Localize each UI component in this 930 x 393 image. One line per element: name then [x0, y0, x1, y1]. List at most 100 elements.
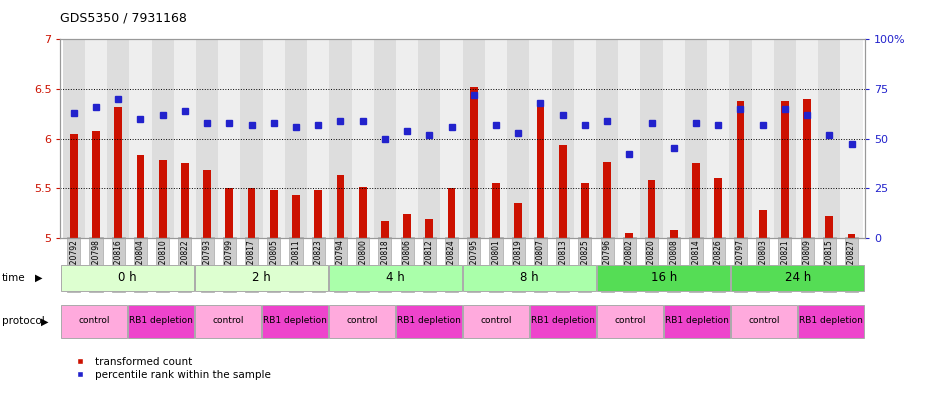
- Bar: [314, 190, 322, 238]
- Text: RB1 depletion: RB1 depletion: [263, 316, 327, 325]
- Text: control: control: [212, 316, 244, 325]
- Bar: [537, 101, 544, 238]
- Bar: [425, 219, 433, 238]
- Text: ▶: ▶: [35, 273, 43, 283]
- Bar: [92, 130, 100, 238]
- Text: RB1 depletion: RB1 depletion: [665, 316, 729, 325]
- Text: RB1 depletion: RB1 depletion: [800, 316, 863, 325]
- Text: 2 h: 2 h: [252, 271, 271, 284]
- Bar: [129, 39, 152, 238]
- Bar: [60, 305, 127, 338]
- Bar: [225, 188, 233, 238]
- Text: time: time: [2, 273, 25, 283]
- Bar: [329, 39, 352, 238]
- Bar: [241, 39, 262, 238]
- Bar: [664, 305, 730, 338]
- Bar: [381, 221, 389, 238]
- Bar: [707, 39, 729, 238]
- Bar: [62, 39, 85, 238]
- Bar: [826, 216, 833, 238]
- Bar: [404, 214, 411, 238]
- Bar: [670, 230, 678, 238]
- Text: RB1 depletion: RB1 depletion: [531, 316, 595, 325]
- Bar: [195, 265, 328, 291]
- Bar: [152, 39, 174, 238]
- Text: control: control: [615, 316, 646, 325]
- Bar: [581, 183, 589, 238]
- Text: protocol: protocol: [2, 316, 45, 326]
- Bar: [396, 305, 462, 338]
- Bar: [159, 160, 166, 238]
- Bar: [114, 107, 122, 238]
- Legend: transformed count, percentile rank within the sample: transformed count, percentile rank withi…: [66, 353, 275, 384]
- Bar: [374, 39, 396, 238]
- Text: 8 h: 8 h: [521, 271, 539, 284]
- Bar: [597, 265, 730, 291]
- Bar: [759, 210, 766, 238]
- Bar: [60, 265, 194, 291]
- Bar: [262, 39, 285, 238]
- Bar: [618, 39, 641, 238]
- Bar: [796, 39, 818, 238]
- Bar: [507, 39, 529, 238]
- Bar: [396, 39, 418, 238]
- Bar: [285, 39, 307, 238]
- Bar: [352, 39, 374, 238]
- Bar: [663, 39, 684, 238]
- Bar: [128, 305, 194, 338]
- Bar: [195, 305, 261, 338]
- Bar: [137, 155, 144, 238]
- Text: control: control: [481, 316, 512, 325]
- Bar: [329, 305, 395, 338]
- Bar: [418, 39, 441, 238]
- Bar: [463, 305, 529, 338]
- Text: 24 h: 24 h: [785, 271, 811, 284]
- Bar: [781, 101, 789, 238]
- Bar: [804, 99, 811, 238]
- Bar: [714, 178, 722, 238]
- Bar: [737, 101, 744, 238]
- Bar: [85, 39, 107, 238]
- Text: control: control: [78, 316, 110, 325]
- Bar: [692, 163, 700, 238]
- Text: RB1 depletion: RB1 depletion: [129, 316, 193, 325]
- Bar: [470, 87, 478, 238]
- Bar: [597, 305, 663, 338]
- Bar: [604, 162, 611, 238]
- Text: control: control: [346, 316, 378, 325]
- Bar: [684, 39, 707, 238]
- Bar: [641, 39, 663, 238]
- Bar: [329, 265, 462, 291]
- Bar: [731, 305, 797, 338]
- Bar: [270, 190, 278, 238]
- Bar: [447, 188, 456, 238]
- Bar: [529, 39, 551, 238]
- Bar: [292, 195, 299, 238]
- Bar: [818, 39, 841, 238]
- Bar: [485, 39, 507, 238]
- Bar: [626, 233, 633, 238]
- Text: RB1 depletion: RB1 depletion: [397, 316, 461, 325]
- Bar: [798, 305, 865, 338]
- Bar: [204, 170, 211, 238]
- Bar: [596, 39, 618, 238]
- Bar: [463, 265, 596, 291]
- Bar: [559, 145, 566, 238]
- Bar: [359, 187, 366, 238]
- Bar: [247, 188, 256, 238]
- Bar: [774, 39, 796, 238]
- Bar: [847, 234, 856, 238]
- Bar: [514, 203, 522, 238]
- Text: GDS5350 / 7931168: GDS5350 / 7931168: [60, 12, 187, 25]
- Text: ▶: ▶: [41, 316, 48, 326]
- Bar: [219, 39, 241, 238]
- Bar: [647, 180, 656, 238]
- Bar: [262, 305, 328, 338]
- Bar: [196, 39, 219, 238]
- Bar: [70, 134, 78, 238]
- Bar: [107, 39, 129, 238]
- Bar: [841, 39, 863, 238]
- Bar: [307, 39, 329, 238]
- Bar: [551, 39, 574, 238]
- Bar: [441, 39, 462, 238]
